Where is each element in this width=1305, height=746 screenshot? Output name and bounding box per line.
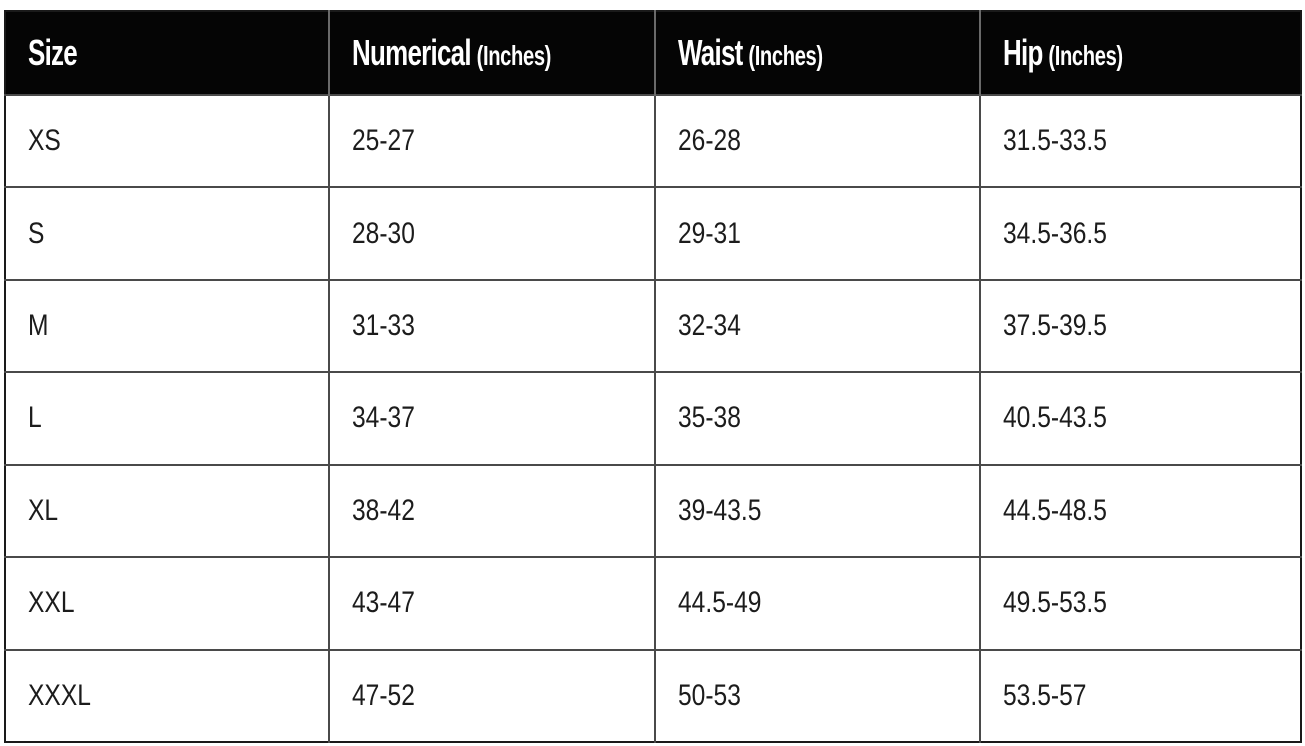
cell-hip: 37.5-39.5 bbox=[980, 278, 1301, 373]
cell-hip: 40.5-43.5 bbox=[980, 371, 1301, 465]
cell-size: XL bbox=[5, 463, 330, 558]
cell-numerical: 25-27 bbox=[329, 93, 656, 188]
header-waist: Waist (Inches) bbox=[655, 11, 981, 95]
cell-hip: 34.5-36.5 bbox=[980, 186, 1301, 280]
cell-waist: 50-53 bbox=[655, 648, 981, 742]
header-numerical: Numerical (Inches) bbox=[329, 11, 656, 95]
cell-size: XXXL bbox=[5, 648, 330, 742]
header-waist-unit: (Inches) bbox=[748, 40, 823, 71]
table-row: XL 38-42 39-43.5 44.5-48.5 bbox=[5, 463, 1301, 558]
cell-size: XXL bbox=[5, 556, 330, 650]
cell-size: L bbox=[5, 371, 330, 465]
cell-hip: 44.5-48.5 bbox=[980, 463, 1301, 558]
header-numerical-unit: (Inches) bbox=[476, 40, 552, 71]
table-row: L 34-37 35-38 40.5-43.5 bbox=[5, 371, 1301, 465]
cell-waist: 26-28 bbox=[655, 93, 981, 188]
header-hip: Hip (Inches) bbox=[980, 11, 1301, 95]
cell-numerical: 28-30 bbox=[329, 186, 656, 280]
size-chart-table: Size Numerical (Inches) Waist (Inches) Hip… bbox=[4, 10, 1302, 743]
table-row: S 28-30 29-31 34.5-36.5 bbox=[5, 186, 1301, 280]
header-size: Size bbox=[5, 11, 330, 95]
table-row: XXXL 47-52 50-53 53.5-57 bbox=[5, 648, 1301, 742]
cell-size: S bbox=[5, 186, 330, 280]
cell-hip: 31.5-33.5 bbox=[980, 93, 1301, 188]
cell-waist: 39-43.5 bbox=[655, 463, 981, 558]
header-hip-label: Hip bbox=[1003, 32, 1043, 73]
cell-numerical: 38-42 bbox=[329, 463, 656, 558]
cell-numerical: 31-33 bbox=[329, 278, 656, 373]
cell-numerical: 47-52 bbox=[329, 648, 656, 742]
cell-numerical: 34-37 bbox=[329, 371, 656, 465]
cell-size: M bbox=[5, 278, 330, 373]
table-header-row: Size Numerical (Inches) Waist (Inches) Hip… bbox=[5, 11, 1301, 95]
cell-waist: 35-38 bbox=[655, 371, 981, 465]
cell-numerical: 43-47 bbox=[329, 556, 656, 650]
cell-waist: 32-34 bbox=[655, 278, 981, 373]
table-row: M 31-33 32-34 37.5-39.5 bbox=[5, 278, 1301, 373]
cell-size: XS bbox=[5, 93, 330, 188]
header-hip-unit: (Inches) bbox=[1048, 40, 1123, 71]
cell-hip: 53.5-57 bbox=[980, 648, 1301, 742]
table-row: XS 25-27 26-28 31.5-33.5 bbox=[5, 93, 1301, 188]
cell-waist: 29-31 bbox=[655, 186, 981, 280]
header-size-label: Size bbox=[28, 32, 78, 73]
header-waist-label: Waist bbox=[678, 32, 743, 73]
cell-hip: 49.5-53.5 bbox=[980, 556, 1301, 650]
cell-waist: 44.5-49 bbox=[655, 556, 981, 650]
table-row: XXL 43-47 44.5-49 49.5-53.5 bbox=[5, 556, 1301, 650]
header-numerical-label: Numerical bbox=[352, 32, 472, 73]
